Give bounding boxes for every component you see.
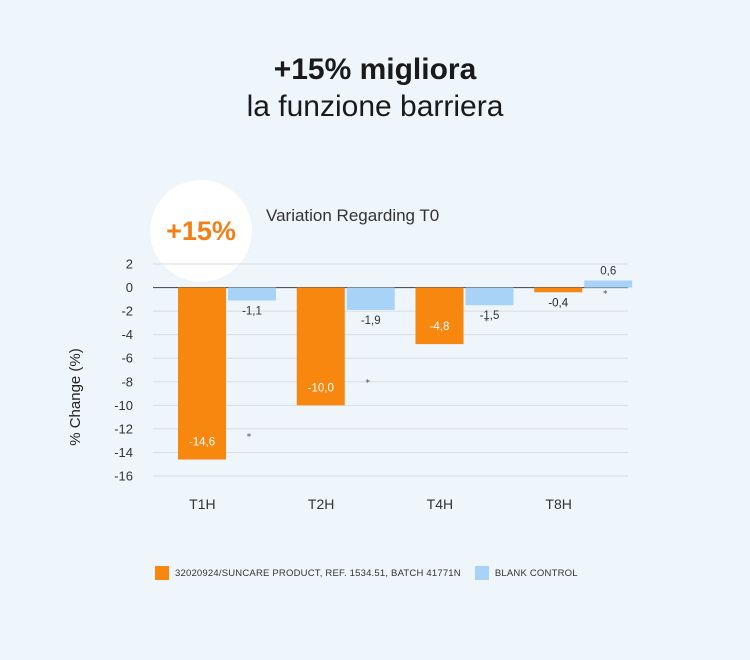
bar-product (296, 287, 345, 406)
x-tick-label: T8H (545, 496, 571, 512)
legend-swatch-control (474, 566, 489, 580)
headline-line2: la funzione barriera (246, 90, 504, 123)
y-tick-label: -16 (114, 469, 133, 484)
legend: 32020924/SUNCARE PRODUCT, REF. 1534.51, … (155, 566, 592, 580)
percent-badge: +15% (150, 180, 252, 282)
legend-item-product: 32020924/SUNCARE PRODUCT, REF. 1534.51, … (155, 566, 461, 580)
y-tick-label: -2 (121, 304, 133, 319)
bar-product (415, 287, 464, 345)
significance-marker: * (366, 378, 371, 388)
y-tick-label: -12 (114, 421, 133, 436)
y-tick-label: -8 (121, 374, 133, 389)
chart-title: Variation Regarding T0 (266, 206, 440, 225)
bar-control (465, 287, 514, 306)
headline-line1: +15% migliora (273, 53, 477, 86)
legend-swatch-product (155, 566, 169, 580)
data-label-control: -1,5 (480, 310, 500, 322)
legend-label-control: BLANK CONTROL (494, 567, 578, 579)
y-tick-label: -10 (114, 398, 133, 413)
x-tick-label: T2H (308, 496, 334, 512)
bar-control (346, 287, 395, 310)
x-tick-label: T1H (189, 496, 215, 512)
significance-marker: * (603, 289, 608, 299)
data-label-control: 0,6 (600, 265, 616, 277)
y-tick-label: 2 (126, 257, 133, 272)
bar-control (584, 280, 633, 288)
y-tick-label: 0 (126, 280, 133, 295)
legend-item-control: BLANK CONTROL (474, 566, 578, 580)
bar-product (534, 287, 583, 293)
significance-marker: * (484, 317, 489, 327)
y-tick-label: -4 (121, 327, 133, 342)
data-label-product: -14,6 (189, 437, 215, 449)
headline: +15% migliora la funzione barriera (0, 52, 750, 126)
data-label-product: -4,8 (430, 321, 450, 333)
x-tick-label: T4H (427, 496, 453, 512)
bar-product (178, 287, 226, 460)
data-label-control: -1,1 (242, 306, 262, 318)
y-axis-label: % Change (%) (67, 348, 84, 446)
significance-marker: * (247, 433, 252, 443)
data-label-control: -1,9 (361, 315, 381, 327)
bar-control (228, 287, 276, 301)
legend-label-product: 32020924/SUNCARE PRODUCT, REF. 1534.51, … (175, 567, 461, 579)
data-label-product: -0,4 (548, 297, 568, 309)
y-tick-label: -14 (114, 445, 133, 460)
y-tick-label: -6 (121, 351, 133, 366)
data-label-product: -10,0 (308, 382, 334, 394)
